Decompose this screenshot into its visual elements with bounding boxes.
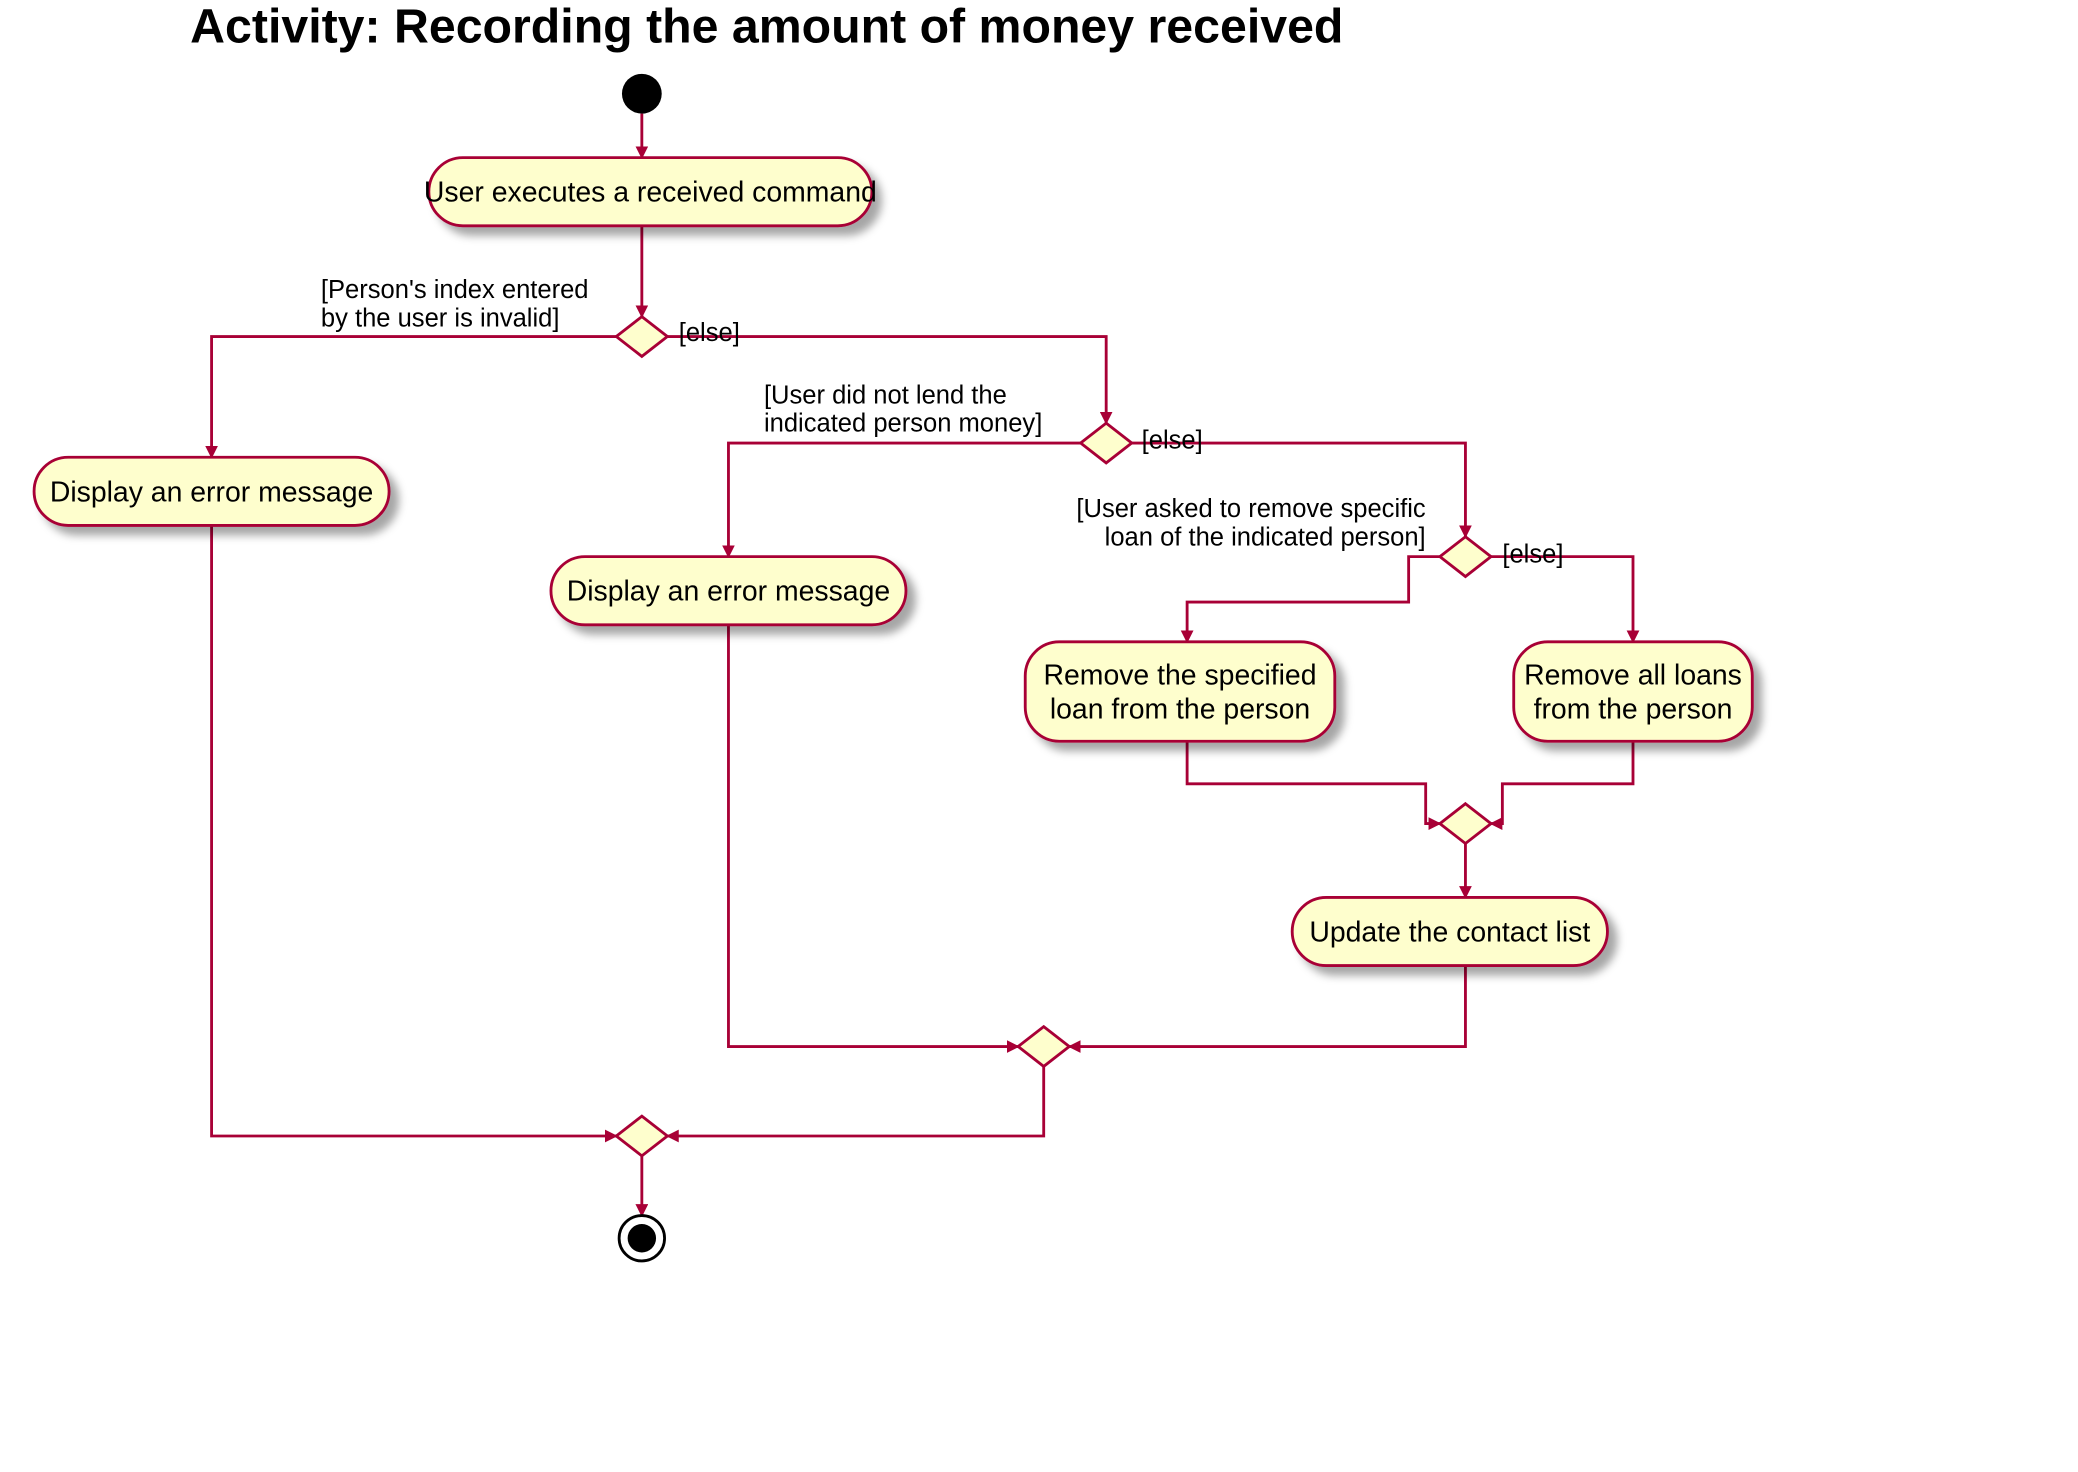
end-node-center: [628, 1224, 656, 1252]
edge-a2-m3: [212, 525, 617, 1136]
decision-m2: [1018, 1027, 1069, 1067]
edge-m2-m3: [667, 1066, 1043, 1136]
edge-d3-a4: [1187, 557, 1440, 642]
edge-d3-a5: [1491, 557, 1633, 642]
decision-d3: [1440, 537, 1491, 577]
start-node: [622, 74, 662, 114]
decision-m3: [616, 1116, 667, 1156]
edge-d1-a2: [212, 337, 617, 458]
activity-label-a1: User executes a received command: [424, 177, 877, 209]
cond-label-d2_left: [User did not lend theindicated person m…: [764, 381, 1042, 437]
activity-a4: [1025, 642, 1335, 741]
activity-a5: [1514, 642, 1753, 741]
cond-label-d2_right: [else]: [1142, 427, 1203, 455]
cond-label-d3_right: [else]: [1502, 540, 1563, 568]
activity-label-a6: Update the contact list: [1309, 916, 1590, 948]
edge-a5-m1: [1491, 741, 1633, 823]
activity-label-a2: Display an error message: [50, 476, 373, 508]
decision-m1: [1440, 804, 1491, 844]
edge-a4-m1: [1187, 741, 1440, 823]
edge-a6-m2: [1069, 966, 1465, 1047]
cond-label-d1_left: [Person's index enteredby the user is in…: [321, 276, 589, 332]
activity-label-a3: Display an error message: [567, 576, 890, 608]
cond-label-d1_right: [else]: [679, 319, 740, 347]
cond-label-d3_left: [User asked to remove specific loan of t…: [1076, 495, 1426, 551]
decision-d2: [1081, 423, 1132, 463]
edge-d2-a3: [728, 443, 1080, 557]
decision-d1: [616, 317, 667, 357]
edge-a3-m2: [728, 625, 1018, 1047]
diagram-title: Activity: Recording the amount of money …: [190, 0, 1343, 54]
